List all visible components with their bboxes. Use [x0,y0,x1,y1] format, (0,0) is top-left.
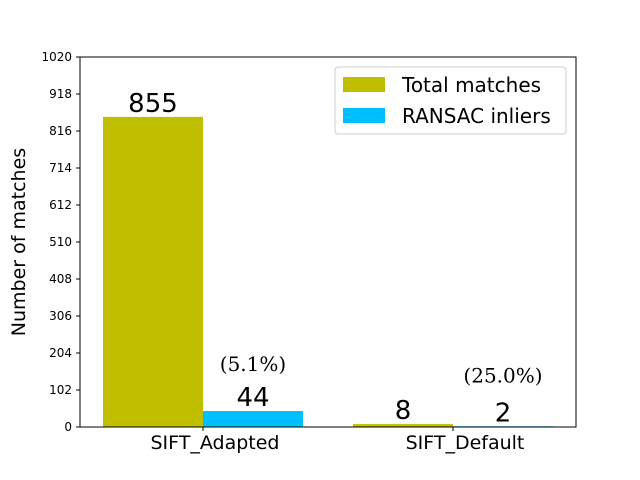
legend-swatch-ransac-inliers [343,108,385,123]
legend-label-ransac-inliers: RANSAC inliers [402,104,551,128]
y-tick-label: 102 [49,383,72,397]
percent-annotation-sift-adapted: (5.1%) [220,352,286,376]
y-axis-ticks: 0 102 204 306 408 510 612 714 816 918 1020 [41,50,80,434]
bar-labels: 855 44 (5.1%) 8 2 (25.0%) [128,89,542,428]
y-axis-title: Number of matches [8,148,30,336]
y-tick-label: 0 [64,420,72,434]
x-category-label-sift-default: SIFT_Default [406,432,525,454]
plot-frame [79,56,577,428]
y-tick-label: 408 [49,272,72,286]
bar-total-matches-sift-adapted [103,116,203,428]
y-tick-label: 306 [49,309,72,323]
value-label-total-matches-sift-default: 8 [395,396,412,426]
value-label-ransac-inliers-sift-default: 2 [495,398,512,428]
x-axis-categories: SIFT_Adapted SIFT_Default [151,427,525,454]
value-label-ransac-inliers-sift-adapted: 44 [236,383,269,413]
bars [103,116,553,428]
y-tick-label: 1020 [41,50,72,64]
y-tick-label: 918 [49,87,72,101]
y-tick-label: 816 [49,124,72,138]
bar-total-matches-sift-default [353,424,453,427]
y-tick-label: 204 [49,346,72,360]
x-category-label-sift-adapted: SIFT_Adapted [151,432,280,454]
legend-swatch-total-matches [343,77,385,92]
y-tick-label: 612 [49,198,72,212]
value-label-total-matches-sift-adapted: 855 [128,89,178,119]
y-tick-label: 510 [49,235,72,249]
percent-annotation-sift-default: (25.0%) [463,363,542,387]
legend: Total matches RANSAC inliers [334,66,567,135]
y-tick-label: 714 [49,161,72,175]
bar-ransac-inliers-sift-adapted [203,411,303,427]
legend-frame [334,66,567,135]
legend-label-total-matches: Total matches [401,73,541,97]
